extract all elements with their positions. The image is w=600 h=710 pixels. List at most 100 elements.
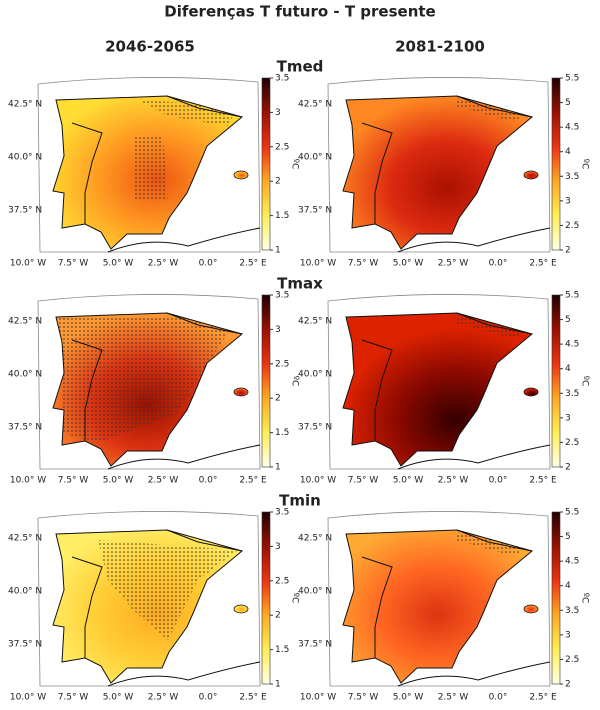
colorbar-tick-label: 3.5 [565,606,579,616]
colorbar-tick-label: 3 [275,542,281,552]
significance-stipple [133,100,238,201]
row-label: Tmin [279,492,321,510]
lat-label: 40.0° N [8,587,42,597]
colorbar [551,77,561,251]
border-line [71,95,243,224]
colorbar-tick-label: 2.5 [565,655,579,665]
lat-label: 40.0° N [8,370,42,380]
colorbar-tick-label: 2 [565,463,571,473]
colorbar-tick-label: 3 [565,196,571,206]
lat-label: 37.5° N [8,423,42,433]
colorbar-tick-label: 1 [275,463,281,473]
colorbar-tick-label: 2 [275,394,281,404]
lon-label: 7.5° W [58,259,89,269]
colorbar-tick-label: 3 [275,108,281,118]
lat-label: 42.5° N [8,534,42,544]
lon-label: 2.5° W [438,693,469,703]
colorbar-tick-label: 2 [275,177,281,187]
africa-coast [107,661,261,687]
island [523,170,539,180]
significance-stipple [456,98,528,122]
colorbar-tick-label: 3.5 [275,291,289,301]
lon-label: 10.0° W [10,259,46,269]
island [233,170,249,180]
column-header: 2081-2100 [395,38,485,56]
colorbar-tick-label: 2.5 [275,576,289,586]
lon-label: 2.5° W [438,259,469,269]
colorbar-tick-label: 5.5 [565,291,579,301]
map-panel [37,511,261,687]
border-line [361,529,533,658]
significance-stipple [98,540,238,640]
lon-label: 2.5° E [529,476,557,486]
coastline [52,312,244,467]
lon-label: 7.5° W [58,476,89,486]
lat-label: 42.5° N [298,534,332,544]
lon-label: 7.5° W [348,693,379,703]
africa-coast [397,661,551,687]
island [233,387,249,397]
lon-label: 7.5° W [348,259,379,269]
lat-label: 42.5° N [8,317,42,327]
colorbar-tick-label: 2.5 [565,221,579,231]
lon-label: 2.5° W [148,693,179,703]
colorbar-label: ºC [290,376,300,387]
lon-label: 2.5° E [529,259,557,269]
colorbar-label: ºC [580,593,590,604]
lon-label: 0.0° [489,259,508,269]
africa-coast [107,227,261,253]
lon-label: 2.5° W [148,476,179,486]
colorbar [261,511,271,685]
colorbar-tick-label: 5.5 [565,74,579,84]
lon-label: 5.0° W [103,476,134,486]
colorbar-tick-label: 3.5 [565,172,579,182]
border-line [361,312,533,441]
map-panel [327,294,551,470]
map-panel [37,294,261,470]
lat-label: 40.0° N [8,153,42,163]
significance-stipple [456,532,528,556]
lat-label: 37.5° N [298,640,332,650]
africa-coast [397,227,551,253]
colorbar-tick-label: 1.5 [275,645,289,655]
colorbar-label: ºC [580,376,590,387]
colorbar-tick-label: 2.5 [275,359,289,369]
lon-label: 5.0° W [393,476,424,486]
colorbar-tick-label: 2 [275,611,281,621]
lon-label: 0.0° [489,476,508,486]
lon-label: 0.0° [199,259,218,269]
significance-stipple [58,318,238,443]
colorbar-tick-label: 3 [565,630,571,640]
colorbar-tick-label: 1 [275,680,281,690]
lat-label: 40.0° N [298,370,332,380]
colorbar-tick-label: 1.5 [275,211,289,221]
coastline [52,95,244,250]
coastline [342,529,534,684]
colorbar-tick-label: 1.5 [275,428,289,438]
column-header: 2046-2065 [105,38,195,56]
row-label: Tmax [277,275,323,293]
colorbar-tick-label: 4 [565,147,571,157]
lat-label: 37.5° N [8,640,42,650]
colorbar-tick-label: 2.5 [565,438,579,448]
colorbar-label: ºC [580,159,590,170]
colorbar-tick-label: 3.5 [275,508,289,518]
coastline [342,95,534,250]
colorbar-tick-label: 1 [275,246,281,256]
island [523,604,539,614]
lon-label: 5.0° W [393,259,424,269]
border-line [71,312,243,441]
colorbar-tick-label: 4 [565,581,571,591]
colorbar-tick-label: 3 [275,325,281,335]
colorbar-tick-label: 3.5 [565,389,579,399]
map-panel [327,511,551,687]
lon-label: 10.0° W [10,693,46,703]
colorbar-tick-label: 3 [565,413,571,423]
lat-label: 42.5° N [298,100,332,110]
island [523,387,539,397]
lon-label: 7.5° W [58,693,89,703]
land-field [343,96,532,249]
figure-title: Diferenças T futuro - T presente [164,3,435,21]
coastline [342,312,534,467]
